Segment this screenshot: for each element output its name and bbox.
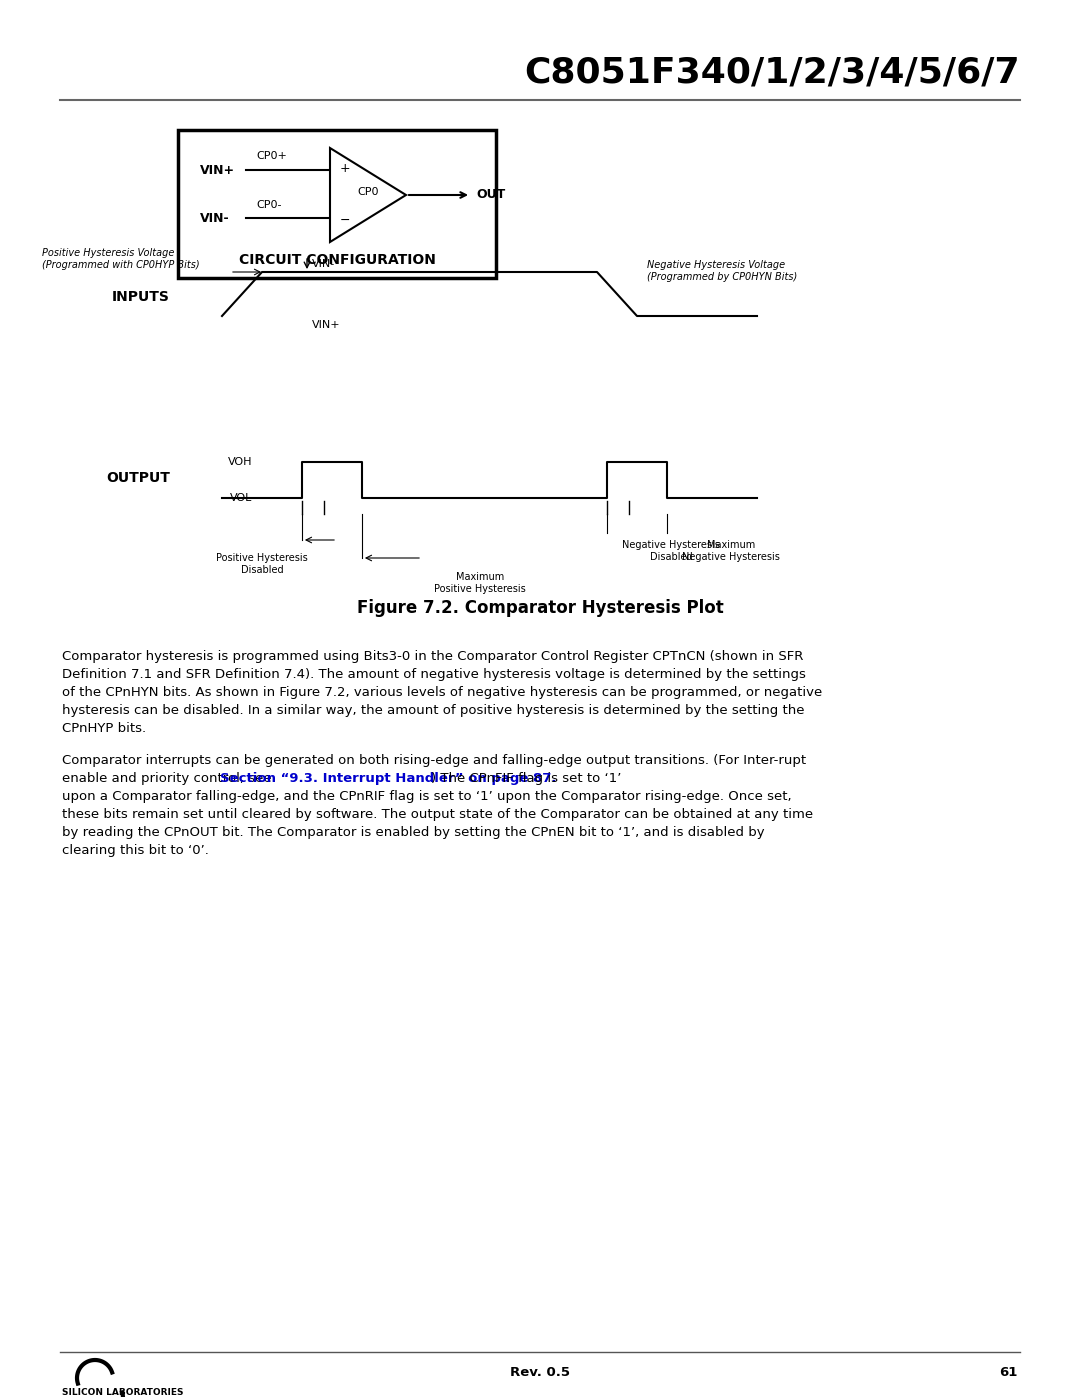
Text: INPUTS: INPUTS bbox=[112, 291, 170, 305]
Text: C8051F340/1/2/3/4/5/6/7: C8051F340/1/2/3/4/5/6/7 bbox=[525, 54, 1020, 89]
Text: −: − bbox=[340, 214, 351, 226]
Text: clearing this bit to ‘0’.: clearing this bit to ‘0’. bbox=[62, 844, 208, 856]
Text: Rev. 0.5: Rev. 0.5 bbox=[510, 1366, 570, 1379]
Text: ) The CPnFIF flag is set to ‘1’: ) The CPnFIF flag is set to ‘1’ bbox=[431, 773, 622, 785]
Text: CP0-: CP0- bbox=[256, 200, 282, 210]
Text: Comparator hysteresis is programmed using Bits3-0 in the Comparator Control Regi: Comparator hysteresis is programmed usin… bbox=[62, 650, 804, 664]
Text: OUTPUT: OUTPUT bbox=[106, 471, 170, 485]
Text: enable and priority control, see: enable and priority control, see bbox=[62, 773, 275, 785]
Text: VIN+: VIN+ bbox=[200, 163, 235, 176]
Text: CP0: CP0 bbox=[357, 187, 379, 197]
Text: Section “9.3. Interrupt Handler” on page 87.: Section “9.3. Interrupt Handler” on page… bbox=[220, 773, 557, 785]
Text: Maximum
Positive Hysteresis: Maximum Positive Hysteresis bbox=[434, 571, 526, 594]
Text: VIN-: VIN- bbox=[200, 211, 230, 225]
Text: 61: 61 bbox=[1000, 1366, 1018, 1379]
Text: by reading the CPnOUT bit. The Comparator is enabled by setting the CPnEN bit to: by reading the CPnOUT bit. The Comparato… bbox=[62, 826, 765, 840]
Text: VOH: VOH bbox=[228, 457, 252, 467]
Text: Definition 7.1 and SFR Definition 7.4). The amount of negative hysteresis voltag: Definition 7.1 and SFR Definition 7.4). … bbox=[62, 668, 806, 680]
Text: Positive Hysteresis Voltage
(Programmed with CP0HYP Bits): Positive Hysteresis Voltage (Programmed … bbox=[42, 249, 200, 270]
Text: CPnHYP bits.: CPnHYP bits. bbox=[62, 722, 146, 735]
Text: Figure 7.2. Comparator Hysteresis Plot: Figure 7.2. Comparator Hysteresis Plot bbox=[356, 599, 724, 617]
Text: Negative Hysteresis Voltage
(Programmed by CP0HYN Bits): Negative Hysteresis Voltage (Programmed … bbox=[647, 260, 797, 282]
Polygon shape bbox=[330, 148, 406, 242]
Text: OUT: OUT bbox=[476, 189, 505, 201]
Text: Comparator interrupts can be generated on both rising-edge and falling-edge outp: Comparator interrupts can be generated o… bbox=[62, 754, 806, 767]
Text: of the CPnHYN bits. As shown in Figure 7.2, various levels of negative hysteresi: of the CPnHYN bits. As shown in Figure 7… bbox=[62, 686, 822, 698]
Text: VOL: VOL bbox=[230, 493, 252, 503]
Text: +: + bbox=[340, 162, 351, 175]
Text: Negative Hysteresis
Disabled: Negative Hysteresis Disabled bbox=[622, 541, 720, 562]
Text: SILICON LABORATORIES: SILICON LABORATORIES bbox=[62, 1389, 184, 1397]
Text: CP0+: CP0+ bbox=[256, 151, 287, 161]
Text: hysteresis can be disabled. In a similar way, the amount of positive hysteresis : hysteresis can be disabled. In a similar… bbox=[62, 704, 805, 717]
Text: Maximum
Negative Hysteresis: Maximum Negative Hysteresis bbox=[681, 541, 780, 562]
Text: these bits remain set until cleared by software. The output state of the Compara: these bits remain set until cleared by s… bbox=[62, 807, 813, 821]
Text: VIN-: VIN- bbox=[312, 258, 335, 270]
Text: CIRCUIT CONFIGURATION: CIRCUIT CONFIGURATION bbox=[239, 253, 435, 267]
Bar bbox=[178, 130, 496, 278]
Text: VIN+: VIN+ bbox=[312, 320, 340, 330]
Text: Positive Hysteresis
Disabled: Positive Hysteresis Disabled bbox=[216, 553, 308, 574]
Text: upon a Comparator falling-edge, and the CPnRIF flag is set to ‘1’ upon the Compa: upon a Comparator falling-edge, and the … bbox=[62, 789, 792, 803]
